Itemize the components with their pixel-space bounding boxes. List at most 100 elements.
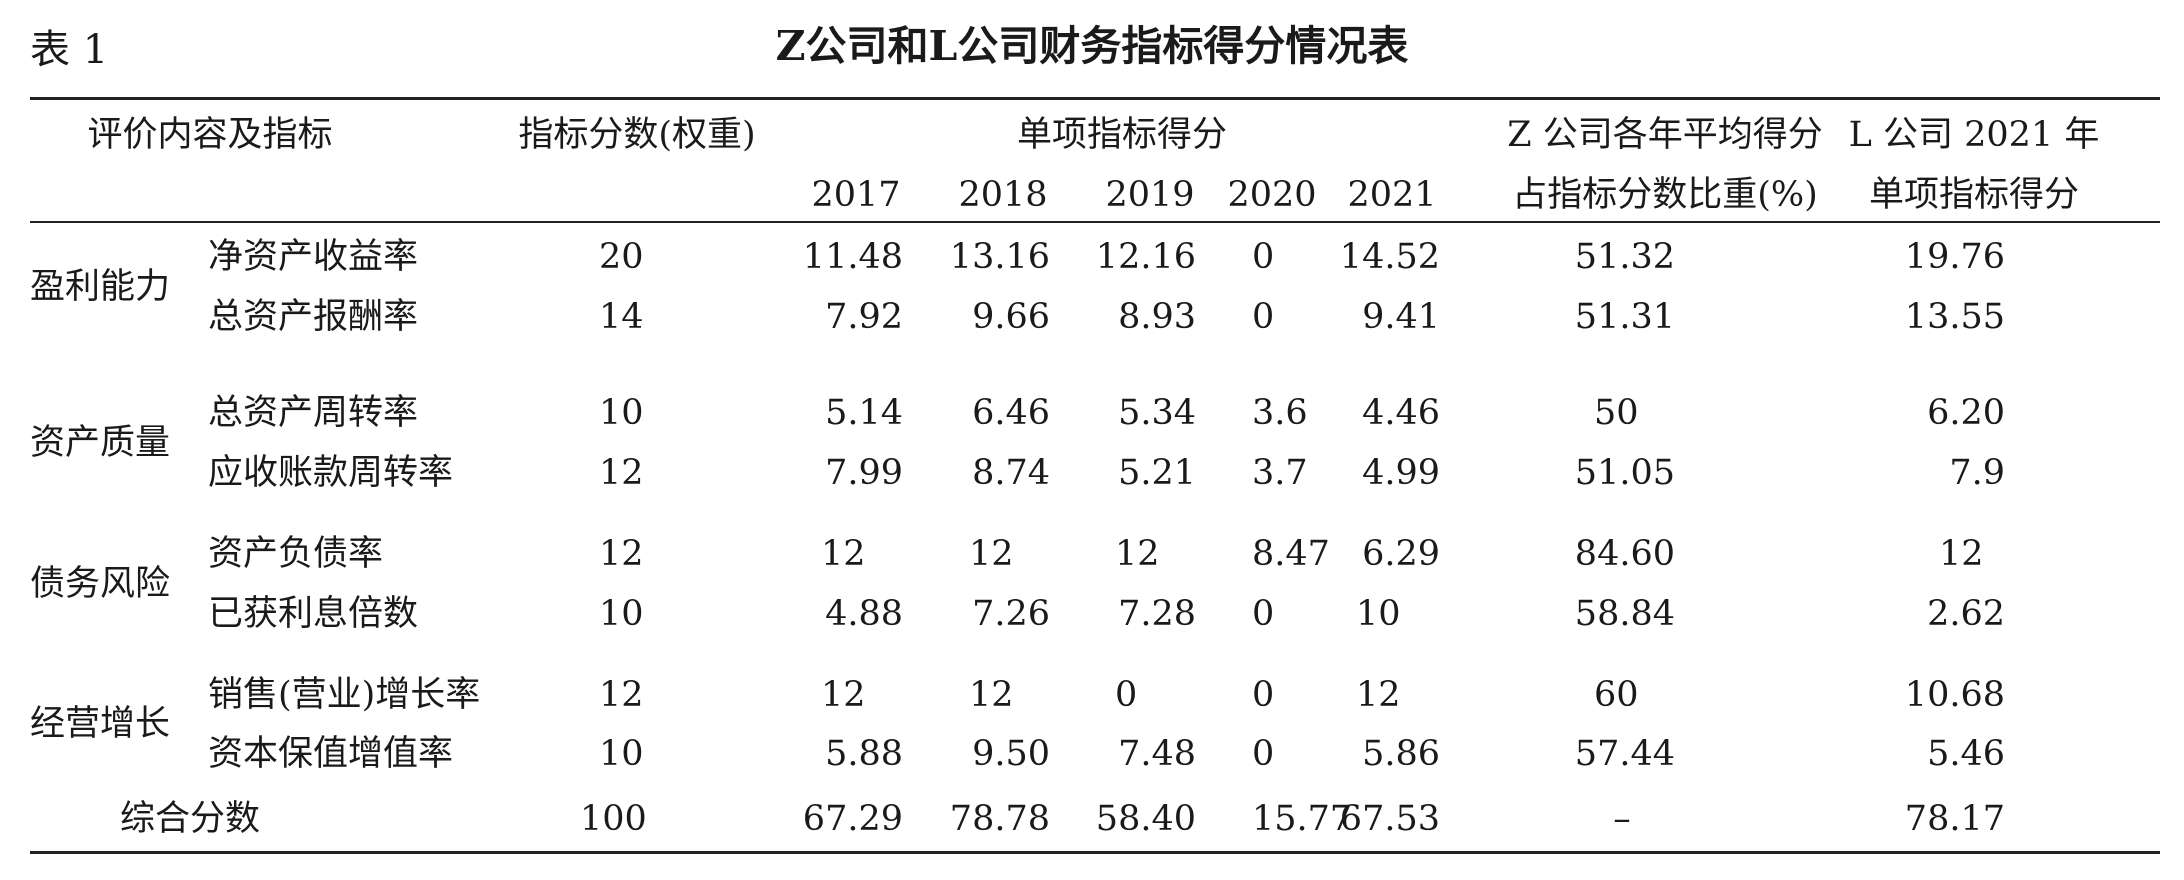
- row-score-2020: 3.7: [1252, 453, 1308, 493]
- row-score-2021: 9.41: [1362, 297, 1440, 337]
- row-z-ratio: 57.44: [1574, 734, 1675, 774]
- weight-value: 10: [599, 594, 644, 634]
- row-score-2018: 13.16: [949, 237, 1050, 277]
- category-label: 经营增长: [30, 704, 171, 744]
- header-weight: 指标分数(权重): [518, 115, 756, 155]
- row-score-2018: 12: [969, 675, 1014, 715]
- row-score-2018: 7.26: [972, 594, 1050, 634]
- row-score-2017: 11.48: [802, 237, 903, 277]
- total-score-2018: 78.78: [949, 799, 1050, 839]
- indicator-label: 已获利息倍数: [208, 594, 419, 634]
- total-l-score: 78.17: [1904, 799, 2005, 839]
- weight-value: 12: [599, 534, 644, 574]
- row-score-2020: 0: [1252, 237, 1275, 277]
- row-z-ratio: 51.05: [1574, 453, 1675, 493]
- row-z-ratio: 58.84: [1574, 594, 1675, 634]
- header-year-2018: 2018: [958, 175, 1048, 215]
- indicator-label: 应收账款周转率: [208, 453, 454, 493]
- row-z-ratio: 50: [1594, 393, 1639, 433]
- weight-value: 14: [599, 297, 644, 337]
- header-indicator: 评价内容及指标: [87, 115, 333, 155]
- header-year-2017: 2017: [811, 175, 901, 215]
- row-score-2017: 5.14: [825, 393, 903, 433]
- row-score-2020: 0: [1252, 297, 1275, 337]
- indicator-label: 总资产周转率: [208, 393, 419, 433]
- row-l-score: 12: [1939, 534, 1984, 574]
- row-z-ratio: 51.32: [1574, 237, 1675, 277]
- row-score-2021: 10: [1356, 594, 1401, 634]
- row-z-ratio: 51.31: [1574, 297, 1675, 337]
- indicator-label: 总资产报酬率: [208, 297, 419, 337]
- row-score-2020: 3.6: [1252, 393, 1308, 433]
- weight-value: 20: [599, 237, 644, 277]
- row-score-2021: 4.99: [1362, 453, 1440, 493]
- row-score-2020: 0: [1252, 594, 1275, 634]
- row-score-2019: 7.28: [1118, 594, 1196, 634]
- weight-value: 12: [599, 675, 644, 715]
- weight-value: 12: [599, 453, 644, 493]
- header-z-ratio: 占指标分数比重(%): [1512, 175, 1818, 215]
- row-l-score: 7.9: [1949, 453, 2005, 493]
- total-score-2020: 15.77: [1252, 799, 1353, 839]
- row-score-2019: 5.34: [1118, 393, 1196, 433]
- row-score-2021: 14.52: [1339, 237, 1440, 277]
- total-weight: 100: [580, 799, 647, 839]
- row-score-2019: 5.21: [1118, 453, 1196, 493]
- weight-value: 10: [599, 393, 644, 433]
- header-l-2021: L 公司 2021 年: [1848, 115, 2100, 155]
- row-score-2019: 0: [1115, 675, 1138, 715]
- row-score-2020: 8.47: [1252, 534, 1330, 574]
- row-l-score: 5.46: [1927, 734, 2005, 774]
- row-score-2019: 12.16: [1095, 237, 1196, 277]
- total-label: 综合分数: [120, 799, 261, 839]
- row-score-2021: 6.29: [1362, 534, 1440, 574]
- row-z-ratio: 84.60: [1574, 534, 1675, 574]
- header-l-single: 单项指标得分: [1868, 175, 2079, 215]
- total-score-2017: 67.29: [802, 799, 903, 839]
- header-year-2021: 2021: [1347, 175, 1437, 215]
- header-year-2019: 2019: [1105, 175, 1195, 215]
- header-single-scores: 单项指标得分: [1016, 115, 1227, 155]
- row-score-2020: 0: [1252, 734, 1275, 774]
- row-score-2017: 12: [821, 675, 866, 715]
- row-z-ratio: 60: [1594, 675, 1639, 715]
- row-score-2018: 6.46: [972, 393, 1050, 433]
- category-label: 盈利能力: [30, 267, 171, 307]
- header-z-average: Z 公司各年平均得分: [1507, 115, 1823, 155]
- top-rule: [30, 97, 2160, 100]
- row-score-2020: 0: [1252, 675, 1275, 715]
- row-score-2021: 4.46: [1362, 393, 1440, 433]
- total-z-ratio: –: [1613, 799, 1631, 839]
- row-score-2018: 9.50: [972, 734, 1050, 774]
- row-score-2019: 12: [1115, 534, 1160, 574]
- row-score-2018: 12: [969, 534, 1014, 574]
- indicator-label: 销售(营业)增长率: [208, 675, 481, 715]
- row-score-2019: 8.93: [1118, 297, 1196, 337]
- indicator-label: 净资产收益率: [208, 237, 419, 277]
- category-label: 债务风险: [30, 564, 171, 604]
- category-label: 资产质量: [30, 423, 171, 463]
- row-score-2019: 7.48: [1118, 734, 1196, 774]
- row-score-2017: 7.92: [825, 297, 903, 337]
- row-l-score: 10.68: [1904, 675, 2005, 715]
- bottom-rule: [30, 851, 2160, 854]
- table-caption: 表 1: [30, 27, 109, 73]
- weight-value: 10: [599, 734, 644, 774]
- row-l-score: 19.76: [1904, 237, 2005, 277]
- table-title: Z公司和L公司财务指标得分情况表: [775, 22, 1409, 70]
- row-l-score: 13.55: [1904, 297, 2005, 337]
- row-score-2017: 7.99: [825, 453, 903, 493]
- row-score-2018: 9.66: [972, 297, 1050, 337]
- row-score-2021: 5.86: [1362, 734, 1440, 774]
- header-rule: [30, 221, 2160, 223]
- row-score-2021: 12: [1356, 675, 1401, 715]
- row-score-2017: 12: [821, 534, 866, 574]
- row-score-2018: 8.74: [972, 453, 1050, 493]
- total-score-2021: 67.53: [1339, 799, 1440, 839]
- row-score-2017: 5.88: [825, 734, 903, 774]
- row-l-score: 2.62: [1927, 594, 2005, 634]
- header-year-2020: 2020: [1227, 175, 1317, 215]
- indicator-label: 资产负债率: [208, 534, 384, 574]
- total-score-2019: 58.40: [1095, 799, 1196, 839]
- row-score-2017: 4.88: [825, 594, 903, 634]
